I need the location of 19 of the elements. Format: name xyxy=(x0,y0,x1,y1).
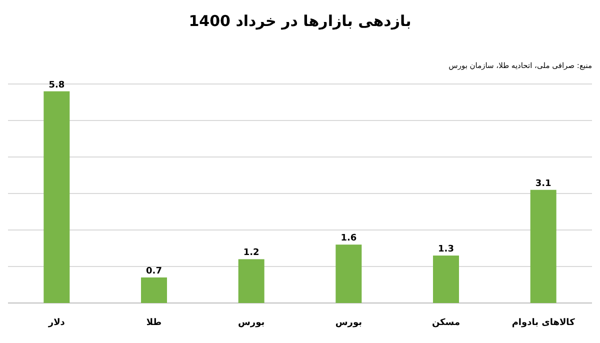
bar xyxy=(433,256,459,303)
data-label: 5.8 xyxy=(48,80,65,90)
bar xyxy=(141,277,167,303)
x-tick-label: کالاهای بادوام xyxy=(512,318,576,328)
data-label: 3.1 xyxy=(535,178,552,189)
chart-title: بازدهی بازارها در خرداد 1400 xyxy=(188,12,412,30)
bar xyxy=(238,259,264,303)
x-tick-label: دلار xyxy=(47,318,66,328)
data-label: 1.3 xyxy=(438,244,454,255)
bar xyxy=(336,244,362,303)
x-tick-label: بورس xyxy=(335,318,362,328)
x-tick-label: طلا xyxy=(146,318,162,328)
data-label: 1.2 xyxy=(243,248,260,258)
bar xyxy=(44,91,70,303)
bar xyxy=(530,190,556,303)
x-tick-label: مسکن xyxy=(432,318,460,328)
x-tick-label: بورس xyxy=(238,318,265,328)
data-label: 0.7 xyxy=(146,266,162,276)
data-label: 1.6 xyxy=(340,234,357,244)
